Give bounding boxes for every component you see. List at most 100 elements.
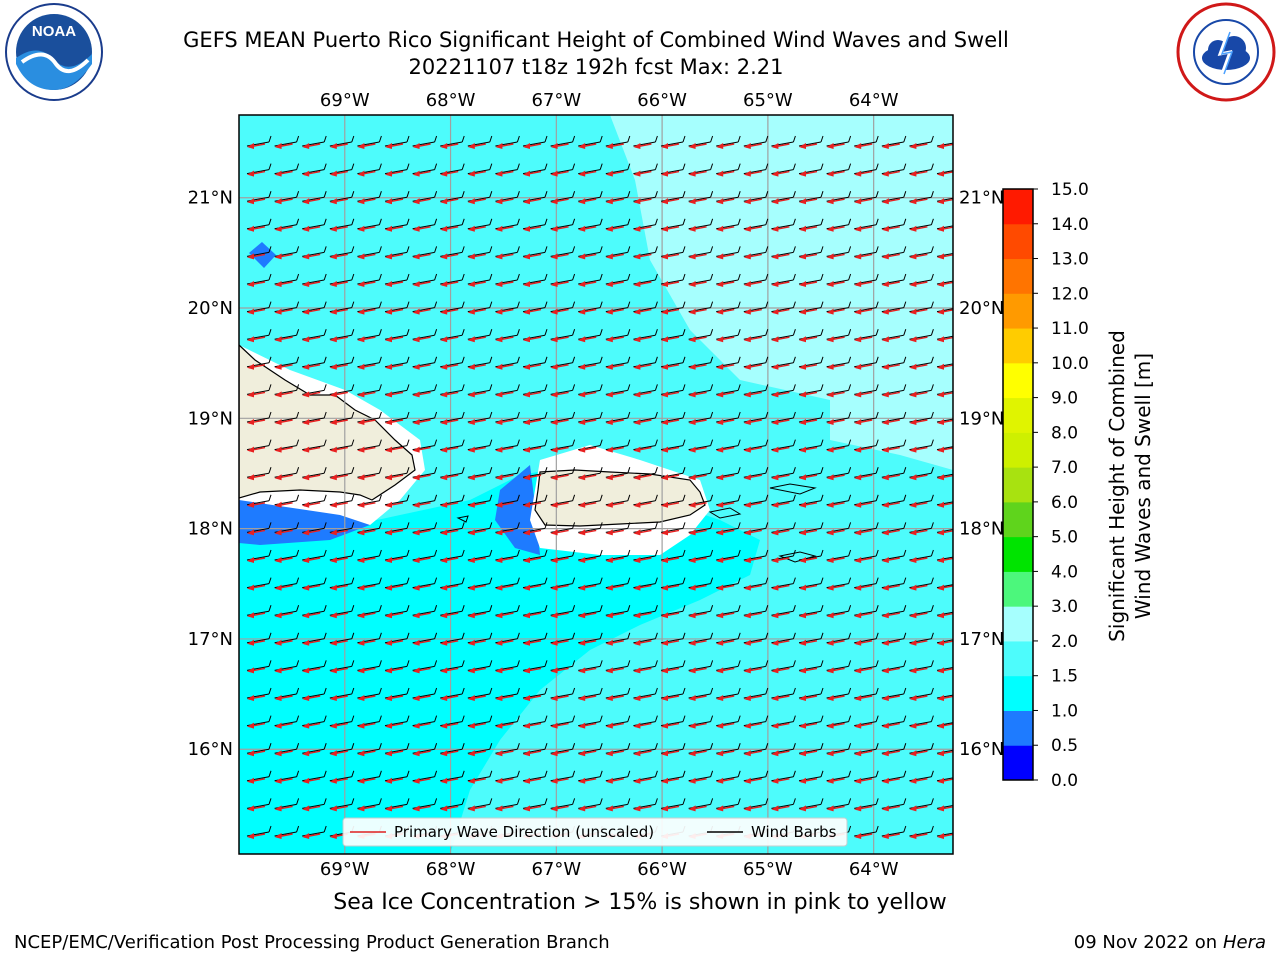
wave-arrow bbox=[881, 246, 907, 260]
wave-arrow bbox=[716, 163, 741, 177]
wave-arrow bbox=[329, 191, 355, 205]
wave-arrow bbox=[467, 660, 493, 674]
wave-arrow bbox=[274, 743, 300, 757]
wave-arrow bbox=[302, 798, 327, 812]
wave-arrow bbox=[246, 660, 272, 674]
wave-arrow bbox=[412, 439, 438, 453]
wave-arrow bbox=[660, 246, 686, 260]
wave-arrow bbox=[467, 356, 493, 370]
wave-arrow bbox=[909, 439, 934, 453]
puerto-rico-landmass bbox=[534, 469, 706, 527]
wave-arrow bbox=[826, 494, 852, 508]
wave-arrow bbox=[384, 384, 410, 398]
wave-arrow bbox=[440, 715, 465, 729]
wave-arrow bbox=[771, 632, 796, 646]
wave-arrow bbox=[357, 439, 382, 453]
wave-arrow bbox=[495, 687, 520, 701]
wave-arrow bbox=[881, 411, 907, 425]
wave-arrow bbox=[716, 329, 741, 343]
wave-arrow bbox=[716, 246, 741, 260]
colorbar-segment bbox=[1003, 362, 1033, 399]
wave-arrow bbox=[716, 743, 741, 757]
wave-arrow bbox=[412, 549, 438, 563]
lat-tick-label-right: 20°N bbox=[959, 298, 1004, 319]
wave-arrow bbox=[605, 467, 631, 481]
wave-arrow bbox=[854, 439, 879, 453]
wave-arrow bbox=[274, 522, 300, 536]
wave-arrow bbox=[909, 384, 934, 398]
wave-arrow bbox=[881, 163, 907, 177]
wave-arrow bbox=[660, 549, 686, 563]
wave-contour-low bbox=[239, 465, 760, 854]
wave-arrow bbox=[302, 549, 327, 563]
wave-arrow bbox=[522, 549, 548, 563]
wave-arrow bbox=[743, 632, 769, 646]
wave-arrow bbox=[716, 715, 741, 729]
wave-arrow bbox=[605, 218, 631, 232]
wave-arrow bbox=[246, 798, 272, 812]
mona-island bbox=[456, 515, 469, 523]
wave-arrow bbox=[495, 605, 520, 619]
wave-arrow bbox=[412, 715, 438, 729]
wave-arrow bbox=[798, 273, 824, 287]
wave-arrow bbox=[384, 577, 410, 591]
lat-tick-label-right: 17°N bbox=[959, 629, 1004, 650]
wave-arrow bbox=[716, 494, 741, 508]
wave-arrow bbox=[854, 163, 879, 177]
wave-arrow bbox=[881, 135, 907, 149]
wave-arrow bbox=[550, 660, 576, 674]
wave-arrow bbox=[743, 218, 769, 232]
wave-arrow bbox=[605, 329, 631, 343]
wave-arrow bbox=[688, 273, 714, 287]
wave-arrow bbox=[771, 798, 796, 812]
wave-arrow bbox=[605, 356, 631, 370]
wave-arrow bbox=[743, 135, 769, 149]
wave-arrow bbox=[357, 605, 382, 619]
colorbar-tick-label: 15.0 bbox=[1051, 180, 1089, 200]
wave-arrow bbox=[412, 191, 438, 205]
wave-arrow bbox=[660, 301, 686, 315]
wave-arrow bbox=[467, 135, 493, 149]
wave-arrow bbox=[550, 356, 576, 370]
wave-arrow bbox=[660, 191, 686, 205]
sea-ice-note: Sea Ice Concentration > 15% is shown in … bbox=[333, 890, 947, 915]
wave-arrow bbox=[716, 605, 741, 619]
wave-arrow bbox=[246, 218, 272, 232]
wave-arrow bbox=[798, 329, 824, 343]
legend-primary-wave-label: Primary Wave Direction (unscaled) bbox=[394, 823, 654, 841]
wave-arrow bbox=[881, 329, 907, 343]
colorbar-tick-label: 4.0 bbox=[1051, 562, 1078, 582]
wave-arrow bbox=[660, 135, 686, 149]
wave-arrow bbox=[854, 715, 879, 729]
wave-arrow bbox=[302, 411, 327, 425]
wave-arrow bbox=[302, 715, 327, 729]
wave-arrow bbox=[357, 632, 382, 646]
wave-arrow bbox=[302, 577, 327, 591]
wave-arrow bbox=[274, 191, 300, 205]
wave-arrow bbox=[771, 605, 796, 619]
wave-arrow bbox=[771, 743, 796, 757]
wave-arrow bbox=[660, 687, 686, 701]
wave-arrow bbox=[522, 163, 548, 177]
wave-arrow bbox=[357, 687, 382, 701]
nws-logo bbox=[1176, 2, 1276, 102]
wave-arrow bbox=[357, 163, 382, 177]
wave-arrow bbox=[660, 273, 686, 287]
lat-tick-label-right: 21°N bbox=[959, 188, 1004, 209]
wave-arrow bbox=[798, 715, 824, 729]
wave-arrow bbox=[688, 301, 714, 315]
wave-arrow bbox=[854, 687, 879, 701]
colorbar: 0.0 0.5 1.0 1.5 2.0 3.0 4.0 5.0 6.0 7.0 8.0 9.0 10.0… bbox=[1002, 180, 1089, 791]
wave-arrow bbox=[798, 384, 824, 398]
wave-arrow bbox=[467, 439, 493, 453]
wave-arrow bbox=[329, 329, 355, 343]
wave-arrow bbox=[909, 246, 934, 260]
wave-arrow bbox=[605, 605, 631, 619]
wave-arrow bbox=[716, 577, 741, 591]
wave-arrow bbox=[605, 246, 631, 260]
colorbar-tick-label: 0.5 bbox=[1051, 736, 1078, 756]
wave-arrow bbox=[798, 522, 824, 536]
wave-arrow bbox=[384, 218, 410, 232]
wave-arrow bbox=[302, 522, 327, 536]
wave-arrow bbox=[578, 467, 603, 481]
